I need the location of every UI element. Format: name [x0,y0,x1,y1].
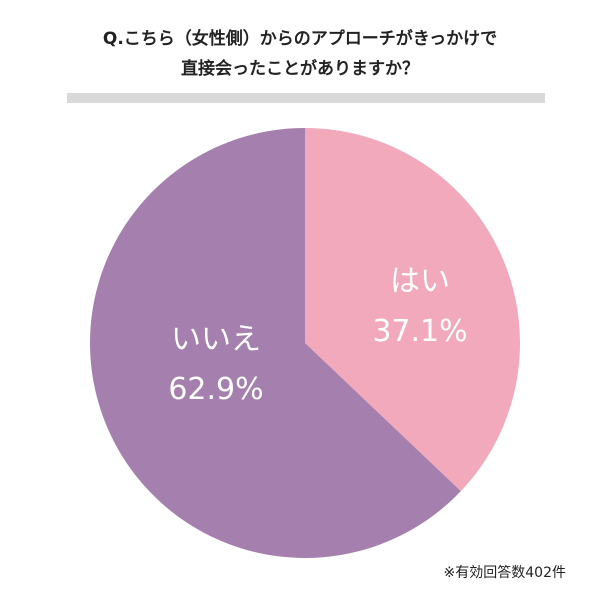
slice-percent-no: 62.9% [168,372,263,407]
slice-label-yes: はい [390,264,450,299]
chart-title: Q.こちら（女性側）からのアプローチがきっかけで 直接会ったことがありますか？ [0,24,600,84]
chart-title-line-2: 直接会ったことがありますか？ [181,59,419,79]
pie-slice-yes [305,128,520,492]
slice-label-no: いいえ [171,322,261,357]
chart-title-line-1: Q.こちら（女性側）からのアプローチがきっかけで [102,29,498,49]
title-divider [67,93,545,103]
pie-slice-no [89,128,461,558]
respondent-count-note: ※有効回答数402件 [443,565,566,581]
slice-percent-yes: 37.1% [372,314,467,349]
